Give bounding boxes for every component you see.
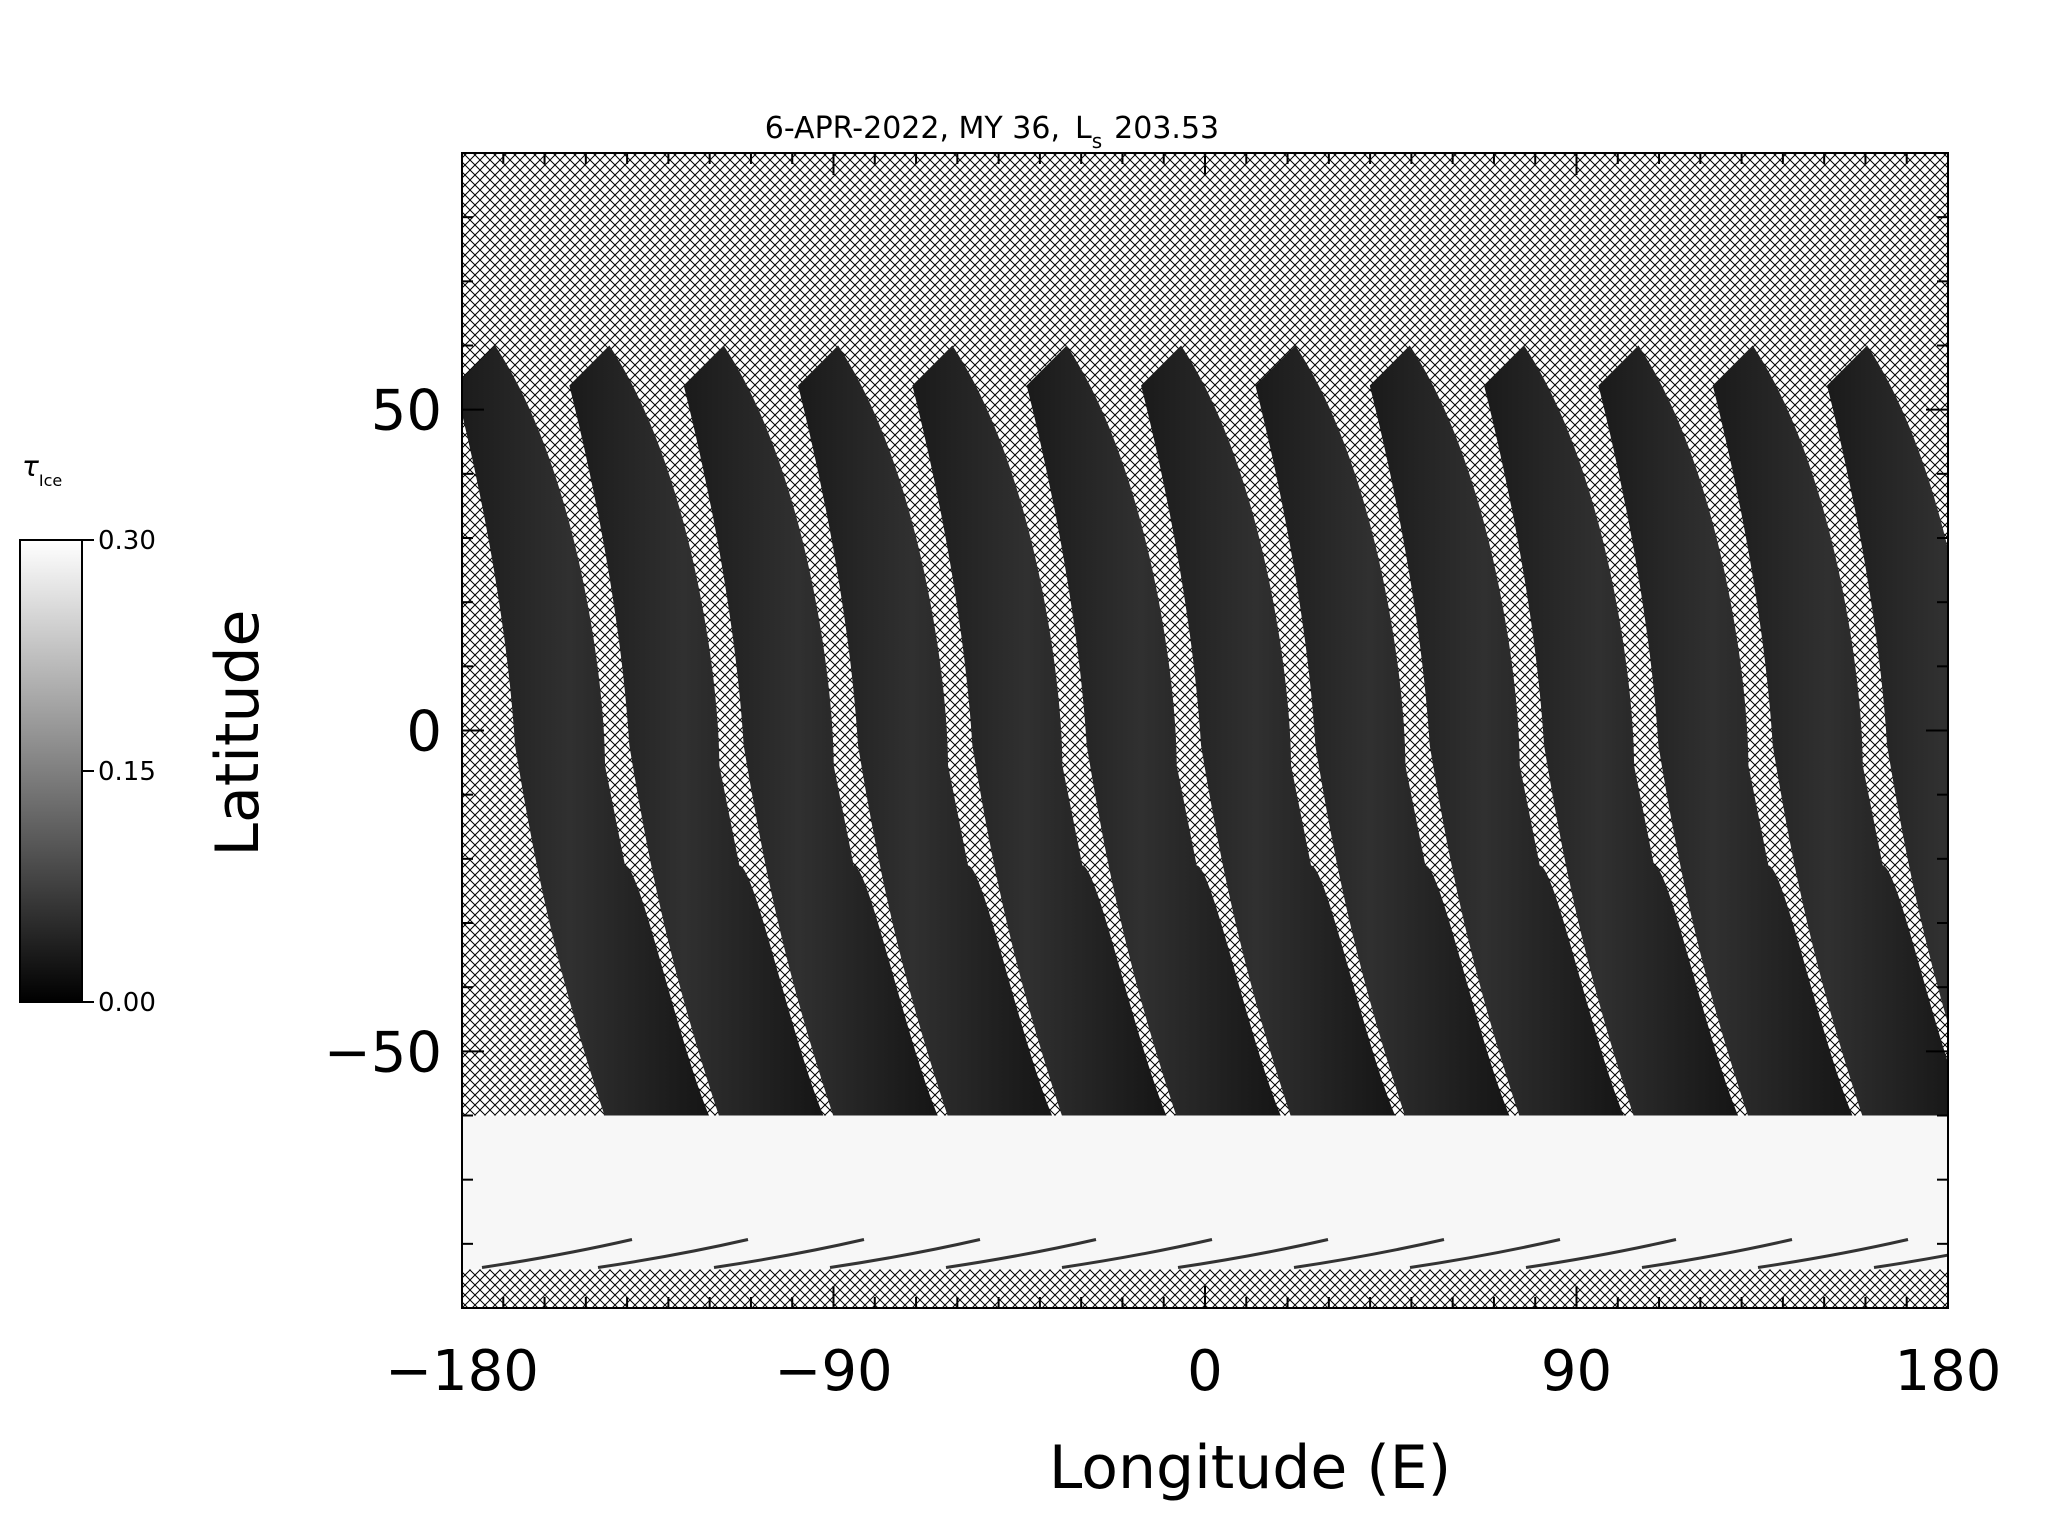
orbit-swath bbox=[1598, 345, 1853, 1116]
colorbar-label: τIce bbox=[22, 450, 62, 490]
polar-swath-edge bbox=[1641, 1238, 1793, 1269]
polar-swath-edge bbox=[945, 1238, 1097, 1269]
x-axis-label: Longitude (E) bbox=[1049, 1433, 1451, 1503]
orbit-swath bbox=[462, 345, 710, 1116]
polar-swath-edge bbox=[1409, 1238, 1561, 1269]
colorbar-tick-label: 0.15 bbox=[98, 757, 156, 787]
orbit-swath bbox=[798, 345, 1053, 1116]
x-tick-label: 0 bbox=[1187, 1339, 1223, 1404]
x-tick-label: −180 bbox=[385, 1339, 539, 1404]
polar-swath-edge bbox=[597, 1238, 749, 1269]
y-axis-label: Latitude bbox=[203, 610, 273, 857]
orbit-swath bbox=[1026, 345, 1281, 1116]
polar-swath-edge bbox=[1293, 1238, 1445, 1269]
chart-title: 6-APR-2022, MY 36, bbox=[765, 111, 1060, 146]
orbit-swath bbox=[1141, 345, 1396, 1116]
colorbar-label-symbol: τ bbox=[22, 450, 39, 483]
orbit-swath bbox=[683, 345, 938, 1116]
orbit-swath bbox=[569, 345, 824, 1116]
plot-area bbox=[461, 152, 1949, 1309]
chart-title-ls-prefix: L bbox=[1075, 111, 1092, 146]
x-tick-label: −90 bbox=[774, 1339, 892, 1404]
chart-title-date: 6-APR-2022, MY 36, bbox=[765, 111, 1060, 146]
colorbar-gradient bbox=[19, 539, 83, 1003]
polar-swath-edge bbox=[1525, 1238, 1677, 1269]
south-polar-ice-band bbox=[462, 1115, 1948, 1270]
polar-swath-edge bbox=[1873, 1253, 1948, 1269]
polar-ice-region bbox=[462, 1115, 1948, 1270]
orbit-swath bbox=[1484, 345, 1739, 1116]
orbit-swath bbox=[912, 345, 1167, 1116]
colorbar-label-subscript: Ice bbox=[39, 471, 62, 490]
y-tick-labels: −50 0 50 bbox=[324, 379, 442, 1086]
orbit-swath bbox=[1712, 345, 1948, 1116]
orbit-swath bbox=[1369, 345, 1624, 1116]
polar-swath-edge bbox=[829, 1238, 981, 1269]
chart-title-ls-subscript: s bbox=[1092, 129, 1102, 153]
orbit-swath bbox=[1255, 345, 1510, 1116]
orbit-swath bbox=[1827, 345, 1948, 1024]
polar-swath-edge bbox=[1177, 1238, 1329, 1269]
polar-swath-edge bbox=[1757, 1238, 1909, 1269]
x-tick-labels: −180 −90 0 90 180 bbox=[385, 1339, 2001, 1404]
polar-swath-edge bbox=[713, 1238, 865, 1269]
colorbar-tick-label: 0.00 bbox=[98, 988, 156, 1018]
y-tick-label: 0 bbox=[406, 700, 442, 765]
polar-swath-edge bbox=[1061, 1238, 1213, 1269]
axis-ticks bbox=[461, 152, 1949, 1309]
chart-title-ls-value: 203.53 bbox=[1114, 111, 1219, 146]
colorbar-tick-label: 0.30 bbox=[98, 526, 156, 556]
colorbar: τIce 0.00 0.15 0.30 bbox=[19, 450, 156, 1018]
orbit-swaths bbox=[462, 345, 1948, 1116]
y-tick-label: 50 bbox=[371, 379, 442, 444]
x-tick-label: 180 bbox=[1895, 1339, 2002, 1404]
colorbar-ticks bbox=[82, 539, 94, 1003]
polar-swath-edge bbox=[481, 1238, 633, 1269]
chart-title-ls: Ls 203.53 bbox=[1075, 111, 1219, 153]
x-tick-label: 90 bbox=[1541, 1339, 1612, 1404]
y-tick-label: −50 bbox=[324, 1020, 442, 1085]
